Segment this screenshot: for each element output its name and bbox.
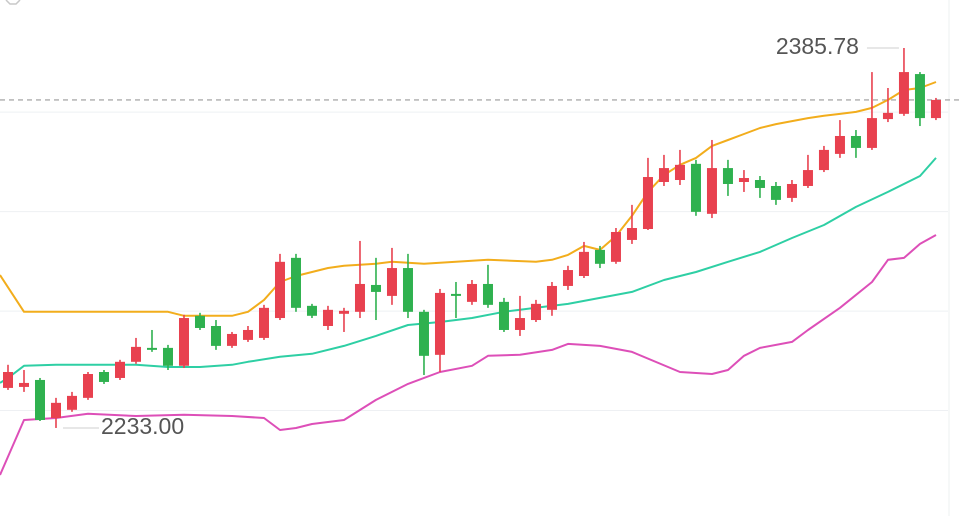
candle-body (258, 307, 269, 338)
candle-body (914, 74, 925, 119)
candle-body (66, 395, 77, 410)
candle-body (226, 333, 237, 346)
annotation-label: 2233.00 (101, 413, 184, 439)
candle-body (514, 318, 525, 330)
candle-body (82, 373, 93, 398)
candle-body (50, 402, 61, 419)
candle-body (674, 164, 685, 181)
corner-icon (5, 0, 21, 5)
candle-body (898, 72, 909, 114)
candle-body (626, 228, 637, 240)
candle-body (754, 180, 765, 188)
candle-body (642, 177, 653, 230)
candle-body (482, 283, 493, 305)
candle-body (210, 325, 221, 346)
candle-body (322, 309, 333, 326)
candle-body (338, 310, 349, 314)
candle-body (130, 346, 141, 362)
candle-body (306, 305, 317, 316)
candle-body (450, 293, 461, 296)
candle-body (354, 283, 365, 312)
candle-body (146, 347, 157, 350)
candle-body (18, 382, 29, 387)
annotation-label: 2385.78 (776, 33, 859, 59)
candle-body (402, 268, 413, 312)
candle-body (882, 112, 893, 120)
candle-body (98, 372, 109, 382)
candle-body (370, 284, 381, 292)
candle-body (722, 168, 733, 184)
candle-body (466, 283, 477, 302)
candle-body (594, 249, 605, 264)
candle-body (498, 301, 509, 330)
candle-body (658, 168, 669, 182)
candle-body (850, 135, 861, 148)
candle-body (562, 270, 573, 286)
candle-body (162, 347, 173, 366)
candle-body (834, 135, 845, 154)
candle-body (818, 149, 829, 171)
candle-body (290, 257, 301, 308)
candle-body (770, 185, 781, 200)
candle-body (34, 379, 45, 421)
candle-body (178, 318, 189, 366)
band-line (0, 234, 937, 476)
candle-body (386, 268, 397, 296)
candle-body (866, 118, 877, 148)
candle-body (786, 183, 797, 198)
candle-body (194, 315, 205, 328)
candle-body (802, 170, 813, 186)
candle-body (114, 361, 125, 378)
candle-body (546, 285, 557, 310)
candle-body (706, 168, 717, 214)
candle-body (242, 329, 253, 340)
candle-body (274, 261, 285, 319)
candle-body (610, 231, 621, 262)
candle-body (930, 99, 941, 119)
candle-body (2, 372, 13, 388)
candle-body (418, 311, 429, 356)
candle-body (738, 178, 749, 182)
candle-body (434, 292, 445, 355)
candle-body (578, 251, 589, 277)
candle-body (530, 303, 541, 321)
candle-body (690, 163, 701, 212)
